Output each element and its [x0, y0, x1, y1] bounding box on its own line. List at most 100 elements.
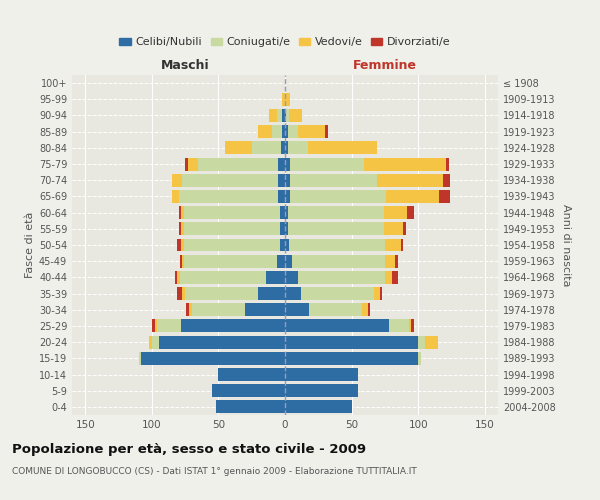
- Bar: [287, 222, 383, 235]
- Bar: [155, 320, 157, 332]
- Bar: [285, 254, 292, 268]
- Bar: [212, 384, 285, 397]
- Bar: [285, 271, 298, 284]
- Bar: [179, 206, 181, 219]
- Bar: [283, 93, 285, 106]
- Bar: [216, 400, 285, 413]
- Bar: [259, 125, 272, 138]
- Bar: [285, 304, 309, 316]
- Bar: [286, 109, 289, 122]
- Bar: [289, 109, 302, 122]
- Bar: [149, 336, 152, 348]
- Bar: [192, 304, 245, 316]
- Bar: [272, 125, 283, 138]
- Bar: [179, 222, 181, 235]
- Bar: [280, 206, 285, 219]
- Bar: [180, 271, 266, 284]
- Bar: [182, 174, 278, 186]
- Bar: [285, 384, 358, 397]
- Bar: [277, 254, 285, 268]
- Bar: [285, 158, 290, 170]
- Bar: [301, 287, 374, 300]
- Bar: [281, 142, 285, 154]
- Bar: [285, 222, 287, 235]
- Bar: [374, 287, 380, 300]
- Bar: [259, 287, 285, 300]
- Y-axis label: Fasce di età: Fasce di età: [25, 212, 35, 278]
- Bar: [385, 271, 392, 284]
- Bar: [290, 158, 364, 170]
- Text: COMUNE DI LONGOBUCCO (CS) - Dati ISTAT 1° gennaio 2009 - Elaborazione TUTTITALIA: COMUNE DI LONGOBUCCO (CS) - Dati ISTAT 1…: [12, 468, 417, 476]
- Bar: [199, 158, 278, 170]
- Bar: [225, 142, 252, 154]
- Bar: [177, 238, 181, 252]
- Bar: [277, 109, 283, 122]
- Bar: [280, 222, 285, 235]
- Bar: [389, 320, 409, 332]
- Bar: [439, 190, 450, 203]
- Bar: [407, 206, 414, 219]
- Bar: [182, 254, 184, 268]
- Bar: [309, 304, 362, 316]
- Bar: [285, 206, 287, 219]
- Bar: [289, 238, 385, 252]
- Bar: [269, 109, 277, 122]
- Bar: [443, 174, 450, 186]
- Bar: [395, 254, 398, 268]
- Bar: [266, 271, 285, 284]
- Bar: [177, 287, 182, 300]
- Bar: [285, 93, 290, 106]
- Bar: [175, 271, 177, 284]
- Bar: [285, 320, 389, 332]
- Bar: [285, 174, 290, 186]
- Bar: [392, 271, 398, 284]
- Bar: [172, 190, 179, 203]
- Bar: [325, 125, 328, 138]
- Bar: [285, 238, 289, 252]
- Bar: [218, 368, 285, 381]
- Bar: [181, 206, 184, 219]
- Bar: [184, 222, 280, 235]
- Bar: [184, 206, 280, 219]
- Bar: [285, 352, 418, 365]
- Bar: [245, 304, 285, 316]
- Bar: [418, 336, 425, 348]
- Bar: [184, 254, 277, 268]
- Bar: [184, 238, 280, 252]
- Bar: [280, 238, 285, 252]
- Bar: [152, 336, 158, 348]
- Bar: [252, 142, 281, 154]
- Bar: [446, 158, 449, 170]
- Bar: [188, 158, 199, 170]
- Bar: [380, 287, 382, 300]
- Bar: [180, 254, 182, 268]
- Text: Popolazione per età, sesso e stato civile - 2009: Popolazione per età, sesso e stato civil…: [12, 442, 366, 456]
- Bar: [285, 368, 358, 381]
- Bar: [292, 254, 385, 268]
- Bar: [172, 174, 182, 186]
- Bar: [403, 222, 406, 235]
- Bar: [285, 400, 352, 413]
- Bar: [189, 304, 192, 316]
- Bar: [158, 336, 285, 348]
- Bar: [278, 174, 285, 186]
- Bar: [290, 190, 386, 203]
- Bar: [187, 304, 189, 316]
- Bar: [298, 271, 385, 284]
- Bar: [152, 320, 155, 332]
- Bar: [278, 190, 285, 203]
- Bar: [418, 352, 421, 365]
- Y-axis label: Anni di nascita: Anni di nascita: [561, 204, 571, 286]
- Bar: [285, 125, 287, 138]
- Text: Femmine: Femmine: [353, 59, 417, 72]
- Bar: [185, 287, 259, 300]
- Bar: [287, 142, 308, 154]
- Bar: [401, 238, 403, 252]
- Bar: [179, 190, 278, 203]
- Bar: [181, 222, 184, 235]
- Bar: [141, 352, 285, 365]
- Bar: [283, 109, 285, 122]
- Bar: [285, 336, 418, 348]
- Bar: [185, 158, 188, 170]
- Bar: [383, 222, 403, 235]
